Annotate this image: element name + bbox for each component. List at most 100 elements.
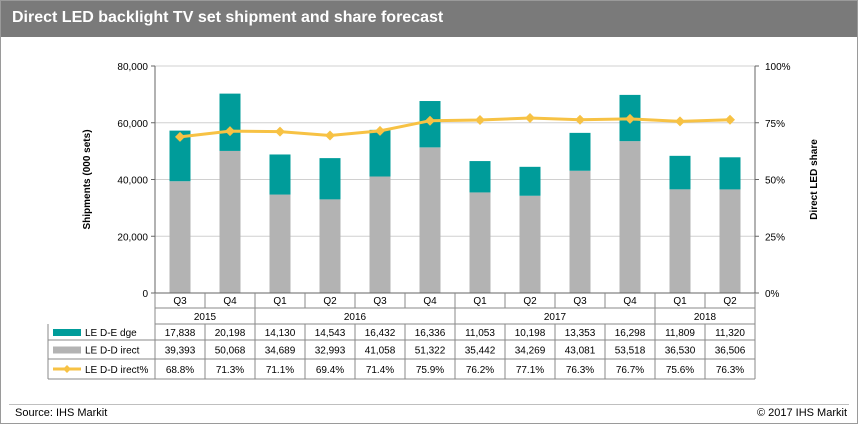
share-marker xyxy=(675,116,685,127)
x-tick-label: Q1 xyxy=(673,296,687,307)
bar-edge xyxy=(519,166,541,196)
bar-edge xyxy=(369,129,391,177)
bar-edge xyxy=(269,154,291,195)
bar-edge xyxy=(669,155,691,190)
data-label-direct: 36,530 xyxy=(665,346,696,357)
data-label-edge: 14,543 xyxy=(315,328,346,339)
share-marker xyxy=(375,125,385,136)
data-label-direct: 41,058 xyxy=(365,346,396,357)
bar-direct xyxy=(219,150,241,293)
data-table: 2015 2016 2017 2018 Q3 Q4 Q1 Q2 Q3 Q4 Q1 Q2 Q3 Q4 Q1 Q2… xyxy=(47,293,756,380)
data-label-edge: 10,198 xyxy=(515,328,546,339)
footer-divider xyxy=(9,404,849,405)
bar-edge xyxy=(719,157,741,190)
x-tick-label: Q2 xyxy=(323,296,337,307)
share-marker xyxy=(425,115,435,126)
bar-direct xyxy=(469,192,491,293)
share-marker xyxy=(475,115,485,126)
y-tick-label: 0 xyxy=(142,289,148,300)
data-label-edge: 11,809 xyxy=(665,328,695,339)
x-tick-label: Q1 xyxy=(473,296,487,307)
data-label-direct: 35,442 xyxy=(465,346,496,357)
axes: 0 20,000 40,000 60,000 80,000 0% 25% 50% 75% 100%… xyxy=(82,62,820,300)
series-name: LE D-E dge xyxy=(85,328,137,339)
gridlines xyxy=(155,65,755,237)
bar-edge xyxy=(569,132,591,171)
legend-key-share-marker xyxy=(63,365,71,373)
year-label: 2017 xyxy=(544,312,567,323)
y-tick-label: 60,000 xyxy=(117,119,148,130)
bar-direct xyxy=(269,194,291,293)
data-label-share: 68.8% xyxy=(166,365,194,376)
bar-edge xyxy=(469,161,491,193)
data-label-direct: 34,269 xyxy=(515,346,546,357)
y2-tick-label: 100% xyxy=(765,62,791,73)
legend-key-edge xyxy=(53,329,81,336)
data-label-share: 69.4% xyxy=(316,365,344,376)
data-label-share: 71.1% xyxy=(266,365,294,376)
data-label-edge: 11,053 xyxy=(465,328,495,339)
x-tick-label: Q3 xyxy=(173,296,187,307)
data-label-direct: 36,506 xyxy=(715,346,746,357)
data-label-edge: 16,298 xyxy=(615,328,646,339)
share-marker xyxy=(225,126,235,137)
copyright-note: © 2017 IHS Markit xyxy=(756,407,847,419)
data-label-edge: 20,198 xyxy=(215,328,246,339)
share-marker xyxy=(275,126,285,137)
bar-direct xyxy=(419,147,441,293)
y-tick-label: 80,000 xyxy=(117,62,148,73)
x-tick-label: Q4 xyxy=(623,296,637,307)
data-label-edge: 11,320 xyxy=(715,328,745,339)
data-label-share: 76.3% xyxy=(716,365,744,376)
y2-tick-label: 75% xyxy=(765,119,785,130)
year-label: 2015 xyxy=(194,312,217,323)
source-note: Source: IHS Markit xyxy=(15,407,108,419)
x-tick-label: Q4 xyxy=(423,296,437,307)
share-marker xyxy=(725,114,735,125)
x-tick-label: Q2 xyxy=(523,296,537,307)
data-label-direct: 34,689 xyxy=(265,346,296,357)
data-label-edge: 16,336 xyxy=(415,328,446,339)
data-label-edge: 16,432 xyxy=(365,328,396,339)
data-label-share: 77.1% xyxy=(516,365,544,376)
bar-direct xyxy=(719,189,741,293)
title-bar: Direct LED backlight TV set shipment and… xyxy=(1,1,857,37)
share-marker xyxy=(325,130,335,141)
bar-direct xyxy=(369,176,391,293)
series-name: LE D-D irect xyxy=(85,346,140,357)
bars xyxy=(169,93,741,293)
x-tick-label: Q3 xyxy=(373,296,387,307)
data-label-edge: 14,130 xyxy=(265,328,296,339)
bar-direct xyxy=(669,189,691,293)
data-label-direct: 50,068 xyxy=(215,346,246,357)
data-label-direct: 32,993 xyxy=(315,346,346,357)
bar-direct xyxy=(569,170,591,293)
year-label: 2018 xyxy=(694,312,717,323)
share-marker xyxy=(625,113,635,124)
data-label-share: 75.9% xyxy=(416,365,444,376)
chart-title: Direct LED backlight TV set shipment and… xyxy=(12,9,444,26)
y2-tick-label: 25% xyxy=(765,232,785,243)
bar-edge xyxy=(169,130,191,182)
x-tick-label: Q4 xyxy=(223,296,237,307)
y2-axis-label: Direct LED share xyxy=(809,139,820,220)
share-line xyxy=(175,112,735,142)
data-label-direct: 39,393 xyxy=(165,346,196,357)
share-line-path xyxy=(179,116,731,139)
x-tick-label: Q3 xyxy=(573,296,587,307)
bar-direct xyxy=(319,199,341,293)
bar-direct xyxy=(619,141,641,293)
bar-direct xyxy=(169,181,191,293)
data-label-share: 76.7% xyxy=(616,365,644,376)
y-tick-label: 40,000 xyxy=(117,176,148,187)
share-marker xyxy=(175,131,185,142)
bar-edge xyxy=(219,93,241,151)
bar-edge xyxy=(319,158,341,200)
y-tick-label: 20,000 xyxy=(117,232,148,243)
series-name: LE D-D irect% xyxy=(85,365,148,376)
data-label-share: 71.4% xyxy=(366,365,394,376)
data-label-direct: 51,322 xyxy=(415,346,446,357)
year-label: 2016 xyxy=(344,312,367,323)
